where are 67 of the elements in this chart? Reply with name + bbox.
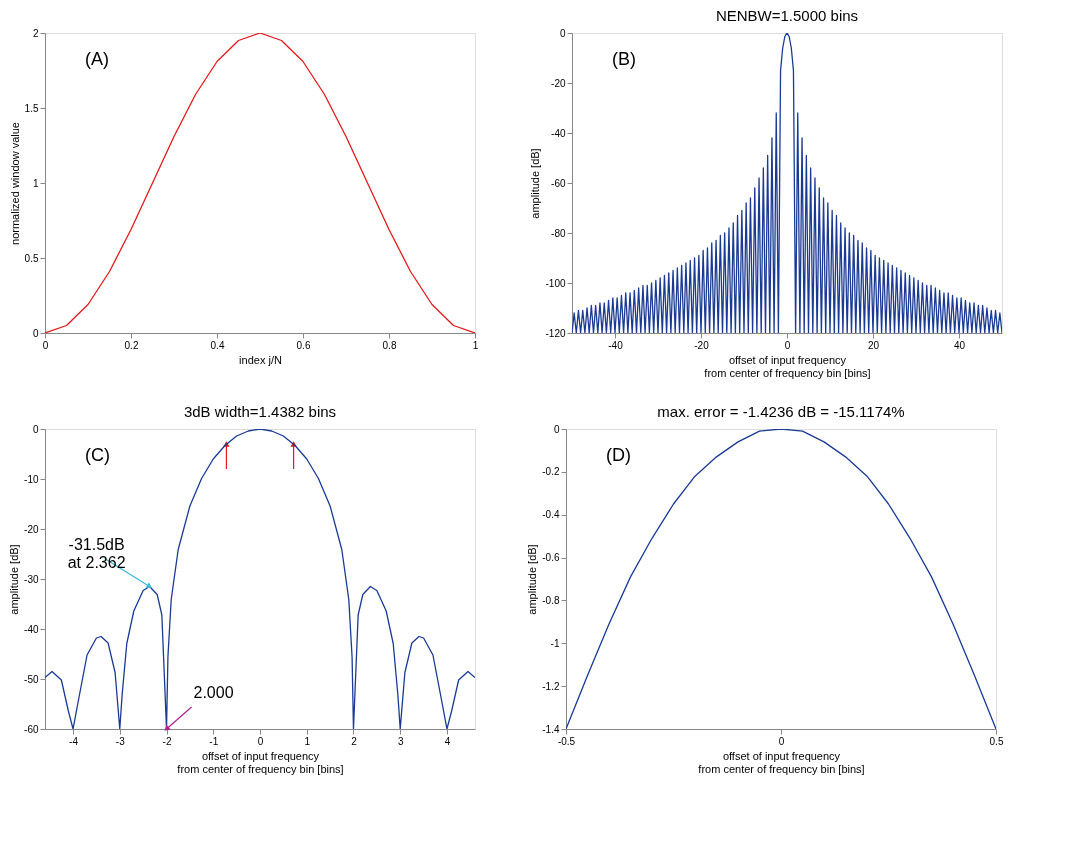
y-tick-label: -20 (551, 77, 566, 89)
annotation: (A) (85, 49, 109, 69)
y-tick-label: -60 (24, 723, 39, 735)
y-tick-label: -1 (550, 637, 560, 649)
y-tick-label: -40 (24, 623, 39, 635)
y-tick-label: -0.6 (542, 552, 560, 564)
y-tick-label: -0.2 (542, 466, 560, 478)
x-tick-label: -0.5 (557, 735, 576, 747)
x-tick-label: 1 (472, 339, 479, 351)
annotation: (D) (606, 445, 631, 465)
y-tick-label: -50 (24, 673, 39, 685)
x-tick-label: 0.5 (989, 735, 1004, 747)
y-tick-label: 1.5 (24, 102, 39, 114)
annotation: (B) (612, 49, 636, 69)
y-tick-label: 1 (32, 177, 39, 189)
x-axis-title: offset of input frequency from center of frequency bin [bins] (704, 353, 871, 379)
chart-title: NENBW=1.5000 bins (715, 7, 859, 24)
chart-title: 3dB width=1.4382 bins (183, 403, 337, 420)
x-tick-label: 1 (304, 735, 311, 747)
x-tick-label: 0.2 (124, 339, 139, 351)
y-tick-label: -1.4 (542, 723, 560, 735)
x-tick-label: 0 (778, 735, 785, 747)
y-axis-title: normalized window value (8, 122, 21, 245)
x-tick-label: 0 (784, 339, 791, 351)
x-tick-label: -3 (115, 735, 126, 747)
y-tick-label: -80 (551, 227, 566, 239)
y-tick-label: 0 (559, 27, 566, 39)
x-tick-label: 0.8 (382, 339, 397, 351)
y-tick-label: -30 (24, 573, 39, 585)
chart-title: max. error = -1.4236 dB = -15.1174% (657, 403, 905, 420)
annotation: (C) (85, 445, 110, 465)
y-tick-label: -10 (24, 473, 39, 485)
x-tick-label: 3 (397, 735, 404, 747)
y-tick-label: -1.2 (542, 680, 560, 692)
y-tick-label: 0.5 (24, 252, 39, 264)
annotation: -31.5dB at 2.362 (67, 535, 126, 571)
x-tick-label: 0.4 (210, 339, 225, 351)
y-tick-label: -0.4 (542, 509, 560, 521)
y-tick-label: 0 (553, 423, 560, 435)
x-tick-label: 40 (953, 339, 966, 351)
x-tick-label: -4 (69, 735, 79, 747)
y-tick-label: -40 (551, 127, 566, 139)
x-tick-label: -1 (209, 735, 219, 747)
x-axis-title: offset of input frequency from center of frequency bin [bins] (177, 749, 344, 775)
y-tick-label: 2 (32, 27, 39, 39)
x-tick-label: 2 (351, 735, 358, 747)
x-tick-label: 4 (444, 735, 451, 747)
x-tick-label: -20 (694, 339, 710, 351)
x-axis-title: offset of input frequency from center of frequency bin [bins] (698, 749, 865, 775)
y-tick-label: -20 (24, 523, 39, 535)
y-tick-label: -100 (545, 277, 566, 289)
y-tick-label: -0.8 (542, 594, 560, 606)
y-tick-label: 0 (32, 423, 39, 435)
x-axis-title: index j/N (239, 353, 282, 366)
y-tick-label: -60 (551, 177, 566, 189)
x-tick-label: -2 (162, 735, 172, 747)
annotation: 2.000 (193, 684, 234, 701)
x-tick-label: 0 (257, 735, 264, 747)
y-axis-title: amplitude [dB] (526, 544, 539, 615)
y-tick-label: 0 (32, 327, 39, 339)
y-tick-label: -120 (545, 327, 566, 339)
y-axis-title: amplitude [dB] (8, 544, 21, 615)
x-tick-label: 0.6 (296, 339, 311, 351)
y-axis-title: amplitude [dB] (529, 148, 542, 219)
x-tick-label: 20 (867, 339, 880, 351)
x-tick-label: 0 (42, 339, 49, 351)
x-tick-label: -40 (608, 339, 624, 351)
